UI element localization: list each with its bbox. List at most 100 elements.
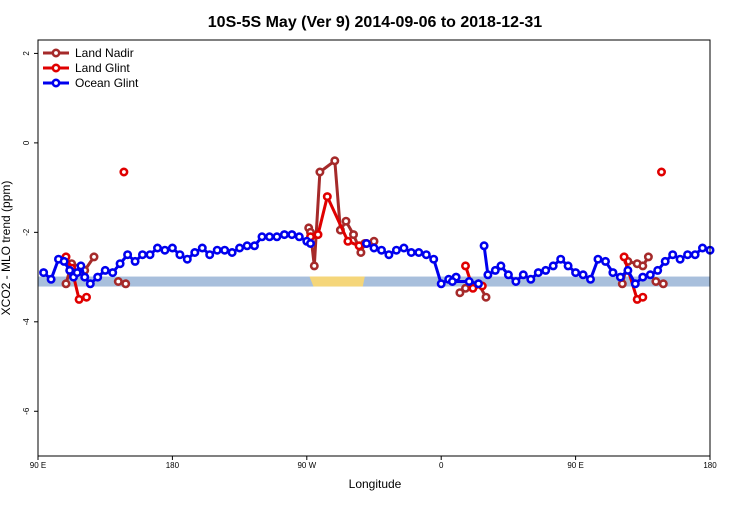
x-axis-label: Longitude — [349, 477, 402, 491]
x-tick-label: 180 — [703, 461, 717, 470]
data-point — [593, 254, 603, 264]
data-point — [619, 252, 629, 262]
data-point — [571, 268, 581, 278]
data-point — [305, 239, 315, 249]
data-point — [548, 261, 558, 271]
data-point — [455, 288, 465, 298]
data-point — [197, 243, 207, 253]
data-point — [658, 279, 668, 289]
data-point — [242, 241, 252, 251]
data-point — [447, 276, 457, 286]
data-point — [113, 276, 123, 286]
data-point — [123, 250, 133, 260]
data-point — [190, 248, 200, 258]
data-point — [638, 292, 648, 302]
data-point — [89, 252, 99, 262]
data-point — [138, 250, 148, 260]
data-point — [361, 239, 371, 249]
y-axis: 2 0 -2 -4 -6 — [22, 51, 38, 415]
legend-label: Land Nadir — [75, 46, 134, 60]
data-point — [100, 265, 110, 275]
data-point — [145, 250, 155, 260]
data-point — [490, 265, 500, 275]
data-point — [630, 279, 640, 289]
land-band — [309, 276, 365, 287]
data-point — [279, 230, 289, 240]
data-point — [436, 279, 446, 289]
y-tick-label: -6 — [22, 407, 31, 415]
data-point — [651, 276, 661, 286]
data-point — [414, 248, 424, 258]
data-point — [384, 250, 394, 260]
data-point — [496, 261, 506, 271]
data-point — [160, 245, 170, 255]
data-point — [119, 167, 129, 177]
data-point — [315, 167, 325, 177]
data-point — [309, 261, 319, 271]
data-point — [46, 274, 56, 284]
data-point — [675, 254, 685, 264]
data-point — [578, 270, 588, 280]
data-point — [533, 268, 543, 278]
data-point — [518, 270, 528, 280]
data-point — [399, 243, 409, 253]
data-point — [343, 236, 353, 246]
data-point — [608, 268, 618, 278]
series-ocean-glint — [39, 230, 715, 289]
data-point — [615, 272, 625, 282]
data-point — [429, 254, 439, 264]
data-point — [93, 272, 103, 282]
chart-title: 10S-5S May (Ver 9) 2014-09-06 to 2018-12… — [208, 14, 543, 31]
data-point — [39, 268, 49, 278]
data-point — [541, 265, 551, 275]
data-point — [556, 254, 566, 264]
data-point — [660, 256, 670, 266]
data-point — [348, 230, 358, 240]
data-point — [483, 270, 493, 280]
data-point — [503, 270, 513, 280]
data-point — [130, 256, 140, 266]
legend-item: Land Glint — [43, 61, 130, 75]
data-point — [511, 276, 521, 286]
data-point — [227, 248, 237, 258]
data-point — [272, 232, 282, 242]
data-point — [668, 250, 678, 260]
data-point — [108, 268, 118, 278]
data-point — [341, 216, 351, 226]
data-point — [287, 230, 297, 240]
legend-marker — [51, 48, 61, 58]
data-point — [460, 261, 470, 271]
y-tick-label: 0 — [22, 140, 31, 145]
data-point — [464, 276, 474, 286]
data-point — [479, 241, 489, 251]
data-point — [235, 243, 245, 253]
data-point — [257, 232, 267, 242]
data-point — [460, 283, 470, 293]
x-axis: 90 E 180 90 W 0 90 E 180 — [30, 456, 717, 470]
data-point — [313, 230, 323, 240]
data-point — [683, 250, 693, 260]
data-point — [74, 294, 84, 304]
y-tick-label: -4 — [22, 318, 31, 326]
data-point — [473, 279, 483, 289]
data-point — [406, 248, 416, 258]
data-point — [354, 241, 364, 251]
ocean-band — [38, 276, 710, 287]
data-point — [656, 167, 666, 177]
x-tick-label: 180 — [166, 461, 180, 470]
data-point — [80, 272, 90, 282]
data-point — [121, 279, 131, 289]
data-point — [61, 279, 71, 289]
data-point — [690, 250, 700, 260]
data-point — [481, 292, 491, 302]
data-point — [697, 243, 707, 253]
data-point — [76, 261, 86, 271]
legend-marker — [51, 78, 61, 88]
data-point — [563, 261, 573, 271]
data-point — [294, 232, 304, 242]
plot-frame — [37, 39, 711, 457]
data-point — [391, 245, 401, 255]
data-point — [220, 245, 230, 255]
